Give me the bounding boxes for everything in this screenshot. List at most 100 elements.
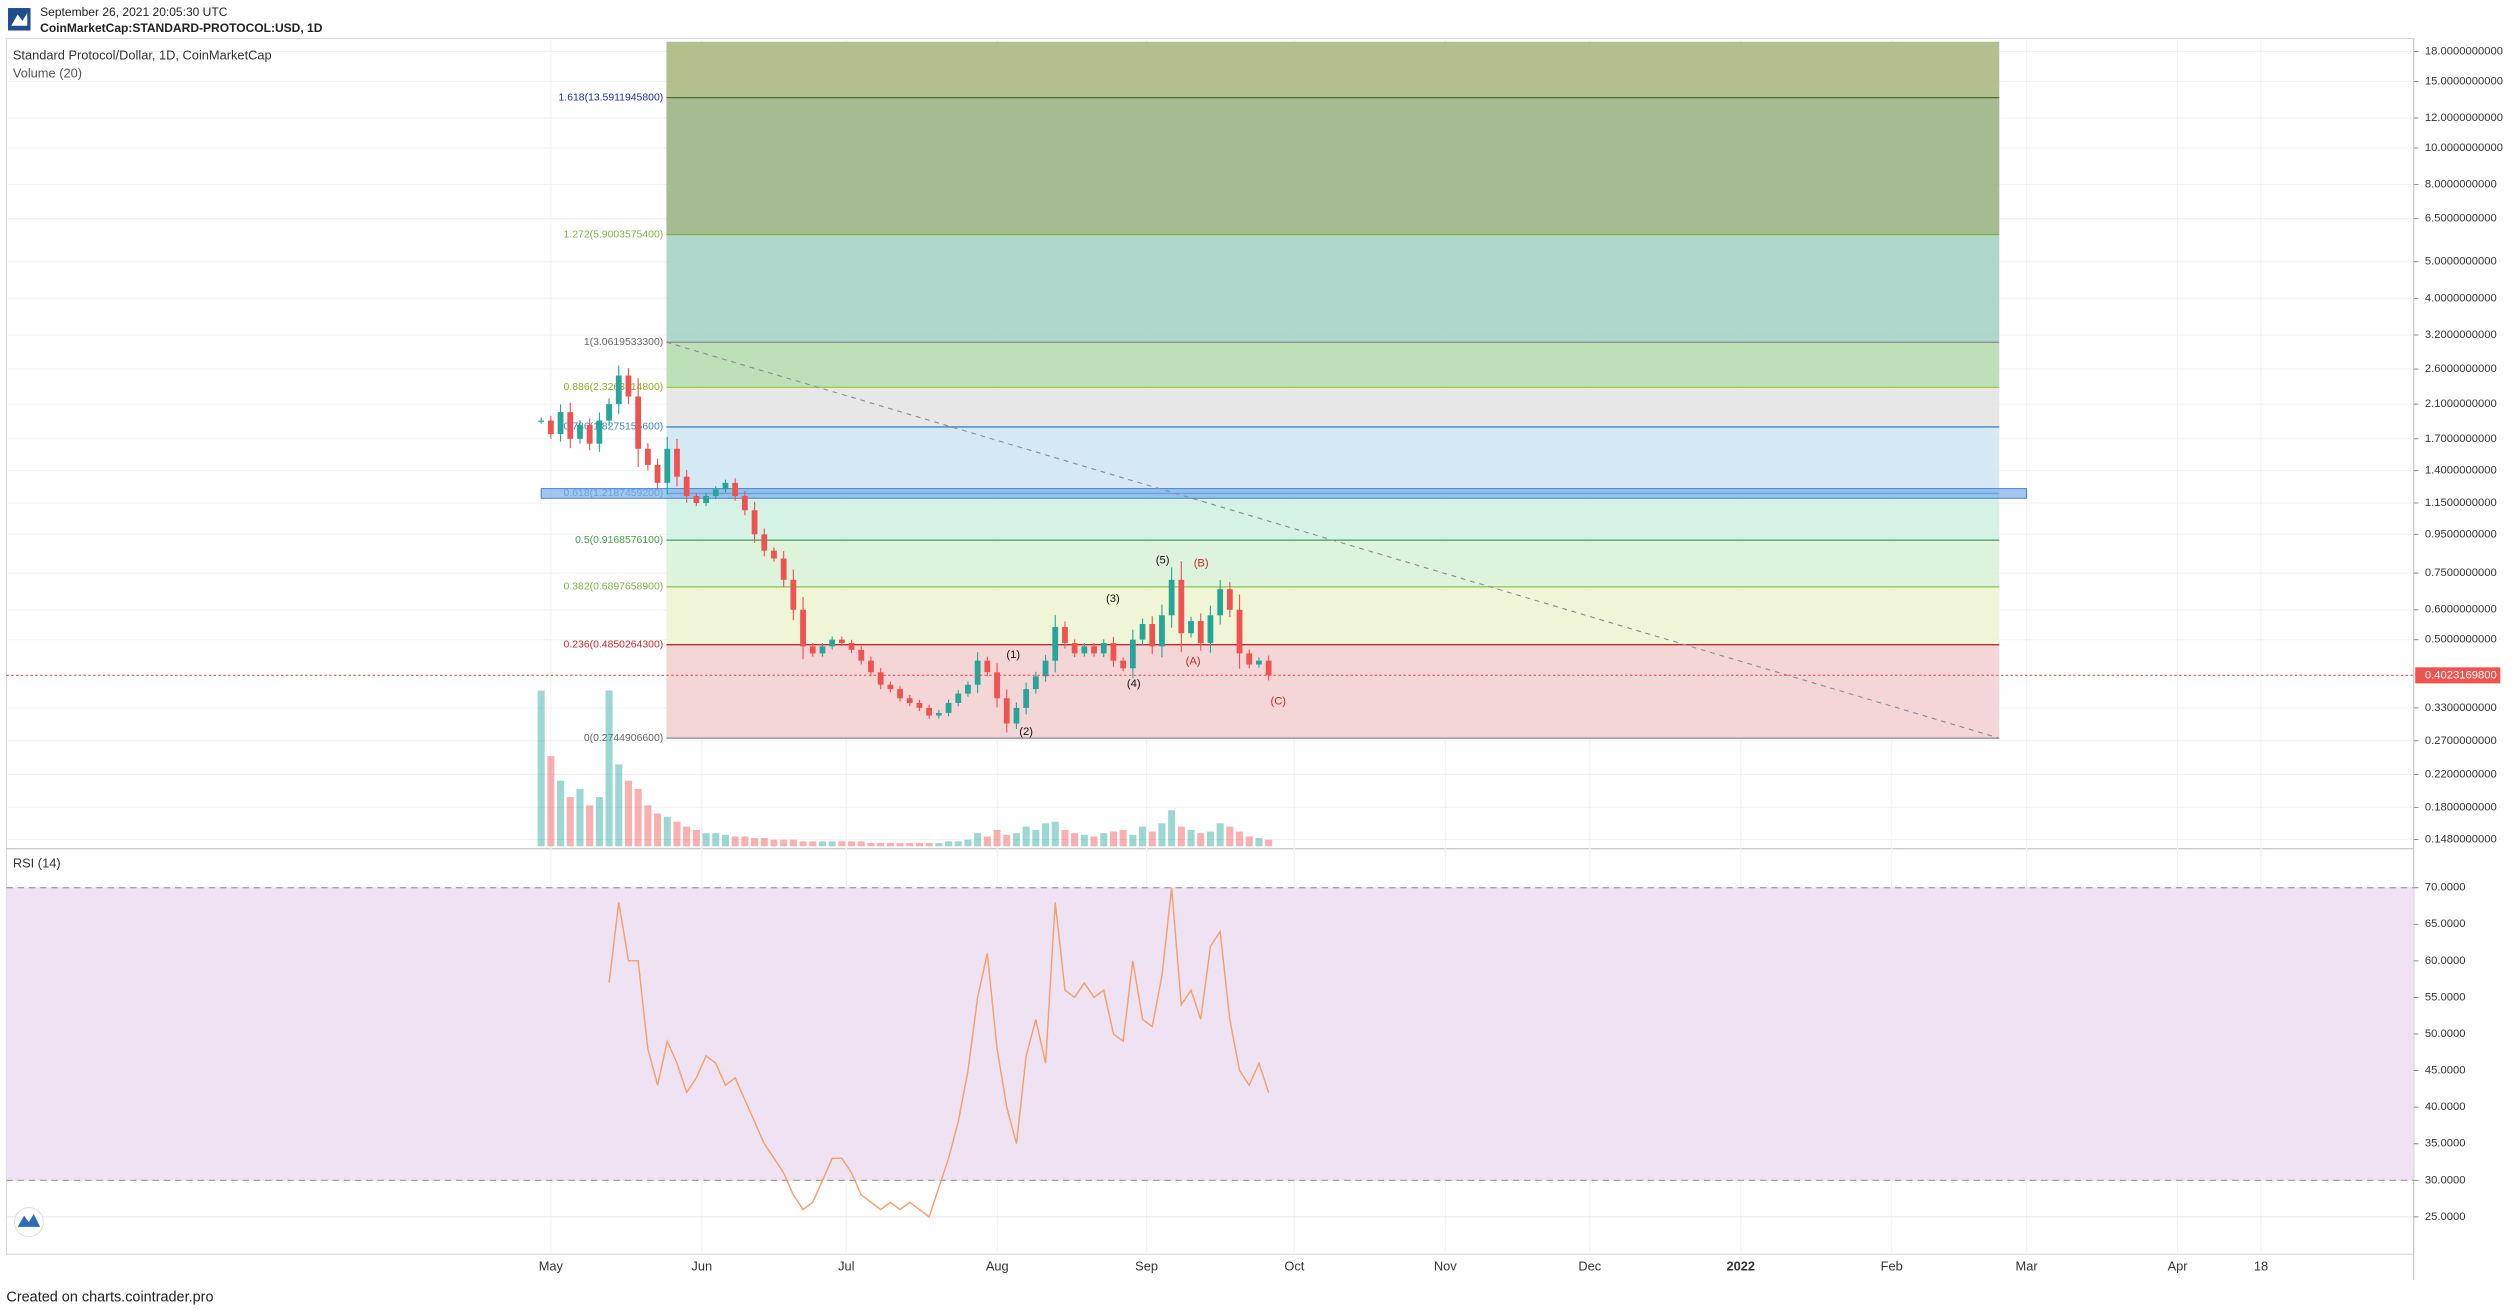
- rsi-y-tick-label: 70.0000: [2425, 882, 2466, 894]
- candle: [596, 420, 603, 444]
- volume-bar: [993, 829, 1001, 847]
- candle: [1168, 579, 1175, 616]
- fib-zone: [666, 41, 2000, 98]
- fib-zone: [666, 586, 2000, 645]
- timestamp: September 26, 2021 20:05:30 UTC: [40, 5, 228, 19]
- volume-bar: [1158, 823, 1166, 847]
- candle: [703, 495, 709, 503]
- y-tick-label: 15.0000000000: [2425, 75, 2503, 87]
- volume-bar: [595, 797, 603, 847]
- logo-mark: [17, 1214, 41, 1227]
- footer: Created on charts.cointrader.pro: [6, 1289, 213, 1305]
- volume-bar: [818, 841, 826, 847]
- candle: [1256, 660, 1262, 665]
- fib-label: 0.786(1.8275155600): [564, 422, 664, 433]
- volume-bar: [789, 839, 797, 847]
- volume-bar: [915, 843, 923, 847]
- candle: [819, 646, 826, 654]
- volume-bar: [1226, 826, 1234, 847]
- volume-bar: [702, 833, 710, 847]
- volume-bar: [886, 843, 894, 847]
- candle: [635, 396, 642, 449]
- rsi-y-tick-label: 40.0000: [2425, 1101, 2466, 1113]
- volume-bar: [838, 841, 846, 847]
- wave-label: (4): [1127, 678, 1141, 690]
- candle: [877, 672, 884, 685]
- volume-bar: [867, 843, 875, 847]
- candle: [674, 448, 680, 477]
- volume-bar: [1236, 831, 1244, 847]
- y-tick-label: 6.5000000000: [2425, 213, 2497, 225]
- volume-bar: [1168, 810, 1176, 847]
- rsi-line: [608, 887, 1270, 1219]
- candle: [800, 609, 806, 647]
- y-tick-label: 8.0000000000: [2425, 179, 2497, 191]
- y-tick-label: 12.0000000000: [2425, 112, 2503, 124]
- candle: [994, 672, 1000, 699]
- candle: [683, 476, 690, 496]
- y-tick-label: 2.1000000000: [2425, 398, 2497, 410]
- y-tick-label: 0.2700000000: [2425, 735, 2497, 747]
- candle: [1178, 579, 1185, 634]
- y-tick-label: 0.1480000000: [2425, 833, 2497, 845]
- candle: [868, 660, 874, 673]
- volume-bar: [663, 816, 671, 847]
- rsi-y-tick-label: 55.0000: [2425, 991, 2466, 1003]
- candle: [1120, 660, 1127, 669]
- y-tick-label: 18.0000000000: [2425, 45, 2503, 57]
- candle: [897, 689, 903, 699]
- volume-bar: [964, 839, 972, 847]
- volume-bar: [586, 805, 594, 847]
- fib-label: 1.272(5.9003575400): [564, 229, 664, 240]
- candle: [751, 510, 758, 535]
- candle: [1217, 589, 1224, 616]
- volume-bar: [566, 797, 574, 847]
- rsi-y-tick-label: 50.0000: [2425, 1028, 2466, 1040]
- x-tick-label: Jul: [838, 1258, 854, 1273]
- volume-bar: [683, 826, 691, 847]
- candle: [586, 424, 593, 444]
- background-layer: [6, 38, 2414, 1255]
- symbol: CoinMarketCap:STANDARD-PROTOCOL:USD, 1D: [40, 21, 323, 35]
- candle: [935, 712, 942, 716]
- volume-bar: [1022, 826, 1030, 847]
- last-price-box: [2415, 667, 2501, 684]
- candle: [567, 412, 574, 439]
- wave-label: (A): [1186, 656, 1201, 668]
- x-tick-label: Nov: [1434, 1258, 1457, 1273]
- volume-bar: [1061, 829, 1069, 847]
- volume-label: Volume (20): [13, 65, 82, 80]
- x-tick-label: Aug: [986, 1258, 1009, 1273]
- candle: [1139, 624, 1146, 640]
- y-tick-label: 10.0000000000: [2425, 142, 2503, 154]
- candle: [780, 558, 787, 580]
- candle: [1236, 609, 1243, 654]
- candle: [790, 579, 797, 610]
- volume-bar: [974, 833, 982, 847]
- candle: [955, 693, 962, 703]
- volume-bar: [605, 690, 613, 847]
- volume-bar: [644, 805, 652, 847]
- wave-label: (2): [1019, 726, 1033, 738]
- candle: [1207, 615, 1214, 643]
- volume-bar: [576, 788, 584, 847]
- wave-label: (1): [1006, 649, 1020, 661]
- y-tick-label: 0.7500000000: [2425, 567, 2497, 579]
- candle: [1110, 642, 1117, 661]
- candle: [654, 464, 661, 483]
- volume-bar: [1197, 833, 1205, 847]
- candle: [625, 375, 632, 397]
- x-tick-label: 2022: [1726, 1258, 1755, 1273]
- volume-bar: [983, 836, 991, 847]
- x-tick-label: Apr: [2168, 1258, 2189, 1273]
- volume-bar: [1042, 823, 1050, 847]
- y-tick-label: 1.4000000000: [2425, 465, 2497, 477]
- candle: [906, 698, 913, 703]
- volume-bar: [877, 843, 885, 847]
- volume-bar: [848, 841, 856, 847]
- fib-zone: [666, 387, 2000, 427]
- trend-line: [666, 341, 2000, 739]
- candle: [761, 534, 768, 551]
